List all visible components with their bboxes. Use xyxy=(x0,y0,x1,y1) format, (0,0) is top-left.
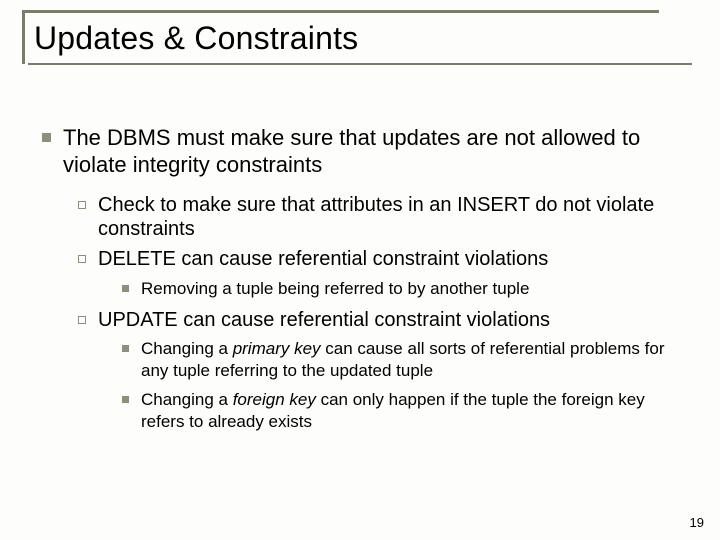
bullet-lvl2: Check to make sure that attributes in an… xyxy=(78,193,682,242)
title-block: Updates & Constraints xyxy=(28,10,692,65)
lvl3-text: Changing a foreign key can only happen i… xyxy=(141,389,682,433)
page-number: 19 xyxy=(690,515,704,530)
lvl1-text: The DBMS must make sure that updates are… xyxy=(63,125,682,179)
lvl3-text: Changing a primary key can cause all sor… xyxy=(141,338,682,382)
slide-title: Updates & Constraints xyxy=(34,20,692,57)
title-underline xyxy=(28,63,692,65)
square-small-bullet-icon xyxy=(122,285,129,292)
bullet-lvl3: Removing a tuple being referred to by an… xyxy=(122,278,682,300)
lvl3-text-italic: foreign key xyxy=(233,390,316,409)
content-area: The DBMS must make sure that updates are… xyxy=(28,125,692,433)
bullet-lvl3: Changing a foreign key can only happen i… xyxy=(122,389,682,433)
lvl3-text-italic: primary key xyxy=(233,339,321,358)
square-outline-bullet-icon xyxy=(78,201,86,209)
bullet-lvl2: DELETE can cause referential constraint … xyxy=(78,247,682,271)
title-top-rule xyxy=(22,10,659,13)
bullet-lvl1: The DBMS must make sure that updates are… xyxy=(42,125,682,179)
square-outline-bullet-icon xyxy=(78,255,86,263)
square-small-bullet-icon xyxy=(122,396,129,403)
bullet-lvl3: Changing a primary key can cause all sor… xyxy=(122,338,682,382)
lvl2-text: Check to make sure that attributes in an… xyxy=(98,193,682,242)
lvl2-text: UPDATE can cause referential constraint … xyxy=(98,308,682,332)
square-small-bullet-icon xyxy=(122,345,129,352)
bullet-lvl2: UPDATE can cause referential constraint … xyxy=(78,308,682,332)
lvl2-text: DELETE can cause referential constraint … xyxy=(98,247,682,271)
lvl3-text-part: Changing a xyxy=(141,390,233,409)
lvl3-text: Removing a tuple being referred to by an… xyxy=(141,278,682,300)
title-left-rule xyxy=(22,10,25,64)
square-outline-bullet-icon xyxy=(78,316,86,324)
slide: Updates & Constraints The DBMS must make… xyxy=(0,0,720,540)
square-bullet-icon xyxy=(42,133,51,142)
lvl3-text-part: Changing a xyxy=(141,339,233,358)
